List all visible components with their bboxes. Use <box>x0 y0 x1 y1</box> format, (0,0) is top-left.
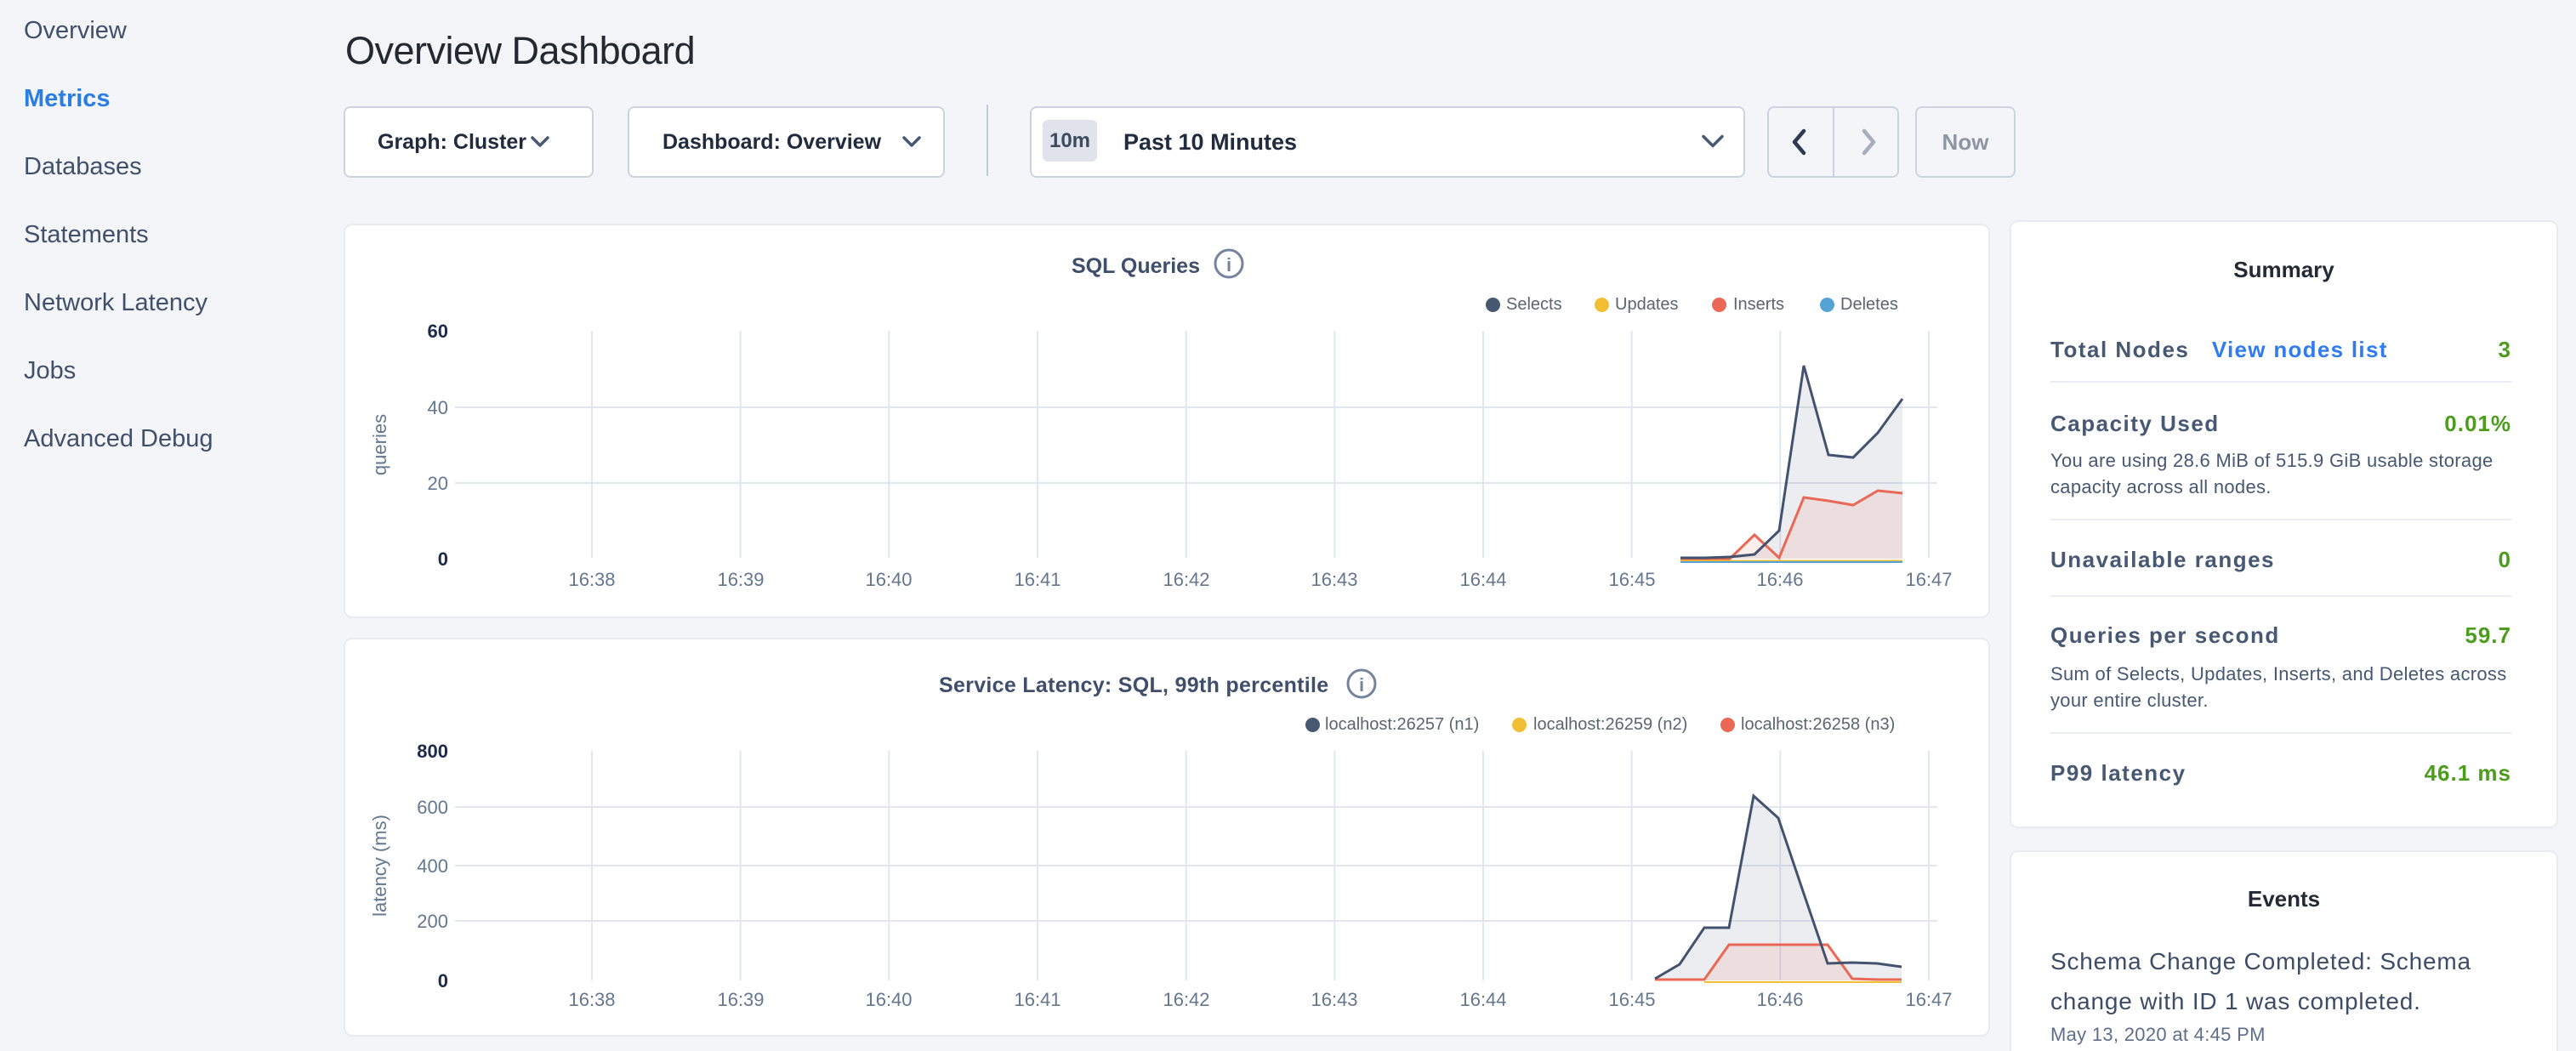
svg-text:i: i <box>1226 254 1231 276</box>
svg-text:i: i <box>1359 674 1364 696</box>
